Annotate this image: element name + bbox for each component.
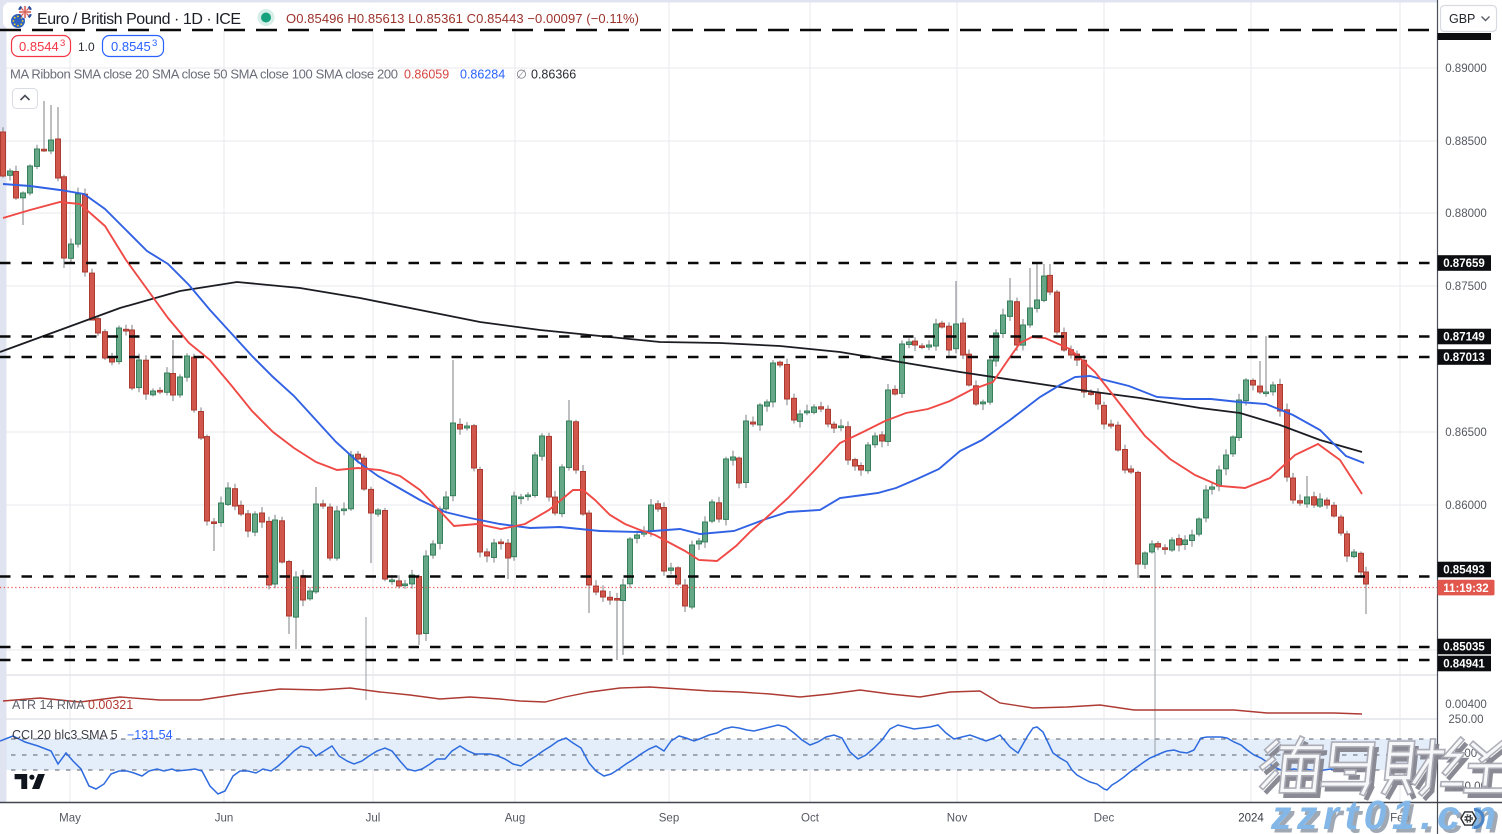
svg-text:0.87149: 0.87149 bbox=[1443, 332, 1485, 344]
svg-text:0.86284: 0.86284 bbox=[460, 68, 505, 82]
svg-text:Feb: Feb bbox=[1390, 813, 1410, 825]
svg-text:MA Ribbon SMA close 20 SMA clo: MA Ribbon SMA close 20 SMA close 50 SMA … bbox=[10, 67, 398, 82]
svg-text:ATR 14 RMA: ATR 14 RMA bbox=[12, 698, 85, 712]
svg-text:zzrt01.c: zzrt01.c bbox=[1270, 792, 1465, 834]
svg-text:0.87013: 0.87013 bbox=[1443, 352, 1485, 364]
svg-text:0.8545: 0.8545 bbox=[111, 39, 151, 54]
svg-text:0.86366: 0.86366 bbox=[531, 68, 576, 82]
svg-text:Jun: Jun bbox=[215, 813, 234, 825]
svg-text:0.88500: 0.88500 bbox=[1445, 136, 1487, 148]
svg-text:Jul: Jul bbox=[366, 813, 381, 825]
svg-text:∅: ∅ bbox=[516, 68, 527, 82]
svg-text:0.87659: 0.87659 bbox=[1443, 258, 1485, 270]
svg-text:0.00400: 0.00400 bbox=[1445, 699, 1487, 711]
svg-text:0.88000: 0.88000 bbox=[1445, 208, 1487, 220]
svg-text:0.86500: 0.86500 bbox=[1445, 427, 1487, 439]
svg-text:0.84941: 0.84941 bbox=[1443, 659, 1485, 671]
svg-text:Sep: Sep bbox=[659, 813, 679, 825]
svg-text:1.0: 1.0 bbox=[78, 40, 95, 54]
svg-text:−131.54: −131.54 bbox=[127, 728, 173, 742]
svg-text:3: 3 bbox=[60, 38, 65, 49]
svg-text:CCI 20 hlc3 SMA 5: CCI 20 hlc3 SMA 5 bbox=[12, 728, 118, 742]
svg-text:0.89000: 0.89000 bbox=[1445, 63, 1487, 75]
svg-text:3: 3 bbox=[152, 38, 157, 49]
svg-text:Dec: Dec bbox=[1094, 813, 1115, 825]
svg-text:0.8544: 0.8544 bbox=[19, 39, 59, 54]
svg-text:2024: 2024 bbox=[1238, 813, 1264, 825]
svg-text:O0.85496 H0.85613 L0.85361 C0.: O0.85496 H0.85613 L0.85361 C0.85443 −0.0… bbox=[286, 11, 639, 26]
svg-text:May: May bbox=[59, 813, 81, 825]
svg-text:0.85493: 0.85493 bbox=[1443, 565, 1485, 577]
svg-text:zzrt01.c: zzrt01.c bbox=[1274, 796, 1469, 834]
svg-text:Nov: Nov bbox=[947, 813, 968, 825]
svg-text:11:19:32: 11:19:32 bbox=[1443, 583, 1488, 595]
svg-text:0.86000: 0.86000 bbox=[1445, 500, 1487, 512]
svg-text:250.00: 250.00 bbox=[1448, 714, 1483, 726]
svg-text:0.87500: 0.87500 bbox=[1445, 281, 1487, 293]
svg-text:0.86059: 0.86059 bbox=[404, 68, 449, 82]
svg-text:0.00321: 0.00321 bbox=[88, 698, 133, 712]
svg-text:0.85035: 0.85035 bbox=[1443, 642, 1485, 654]
svg-text:Oct: Oct bbox=[801, 813, 820, 825]
svg-text:Aug: Aug bbox=[505, 813, 525, 825]
svg-text:Euro / British Pound · 1D · IC: Euro / British Pound · 1D · ICE bbox=[37, 11, 241, 28]
svg-text:GBP: GBP bbox=[1449, 12, 1475, 26]
